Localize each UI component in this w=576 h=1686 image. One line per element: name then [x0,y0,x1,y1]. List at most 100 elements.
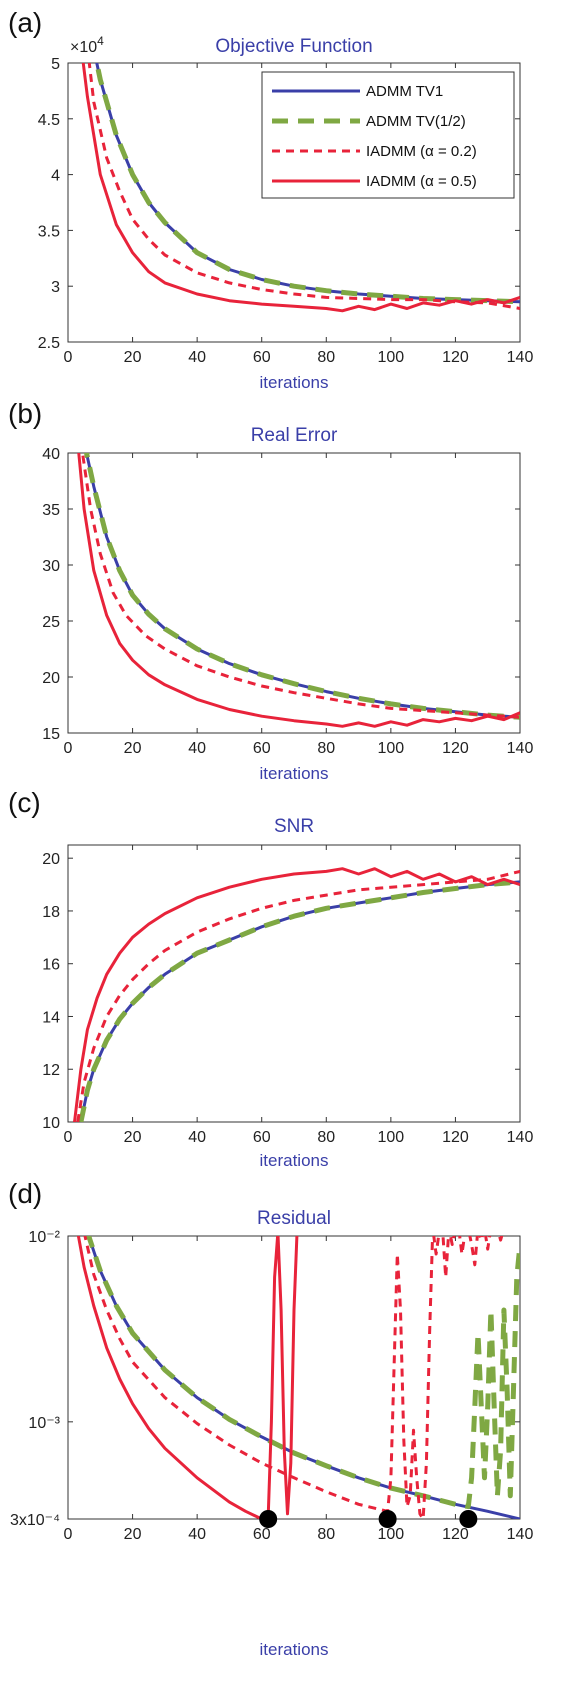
x-tick-label: 140 [507,1526,534,1543]
x-tick-label: 0 [64,349,73,366]
series-line-iadmm_02 [76,869,520,1122]
x-axis-label: iterations [260,373,329,392]
series-line-admm_tv_half [83,453,520,720]
x-tick-label: 80 [317,1129,335,1146]
y-tick-label: 40 [42,446,60,463]
y-tick-label: 20 [42,670,60,687]
series-line-admm_tv_half [86,1236,520,1510]
legend-entry-label: ADMM TV1 [366,83,443,100]
x-tick-label: 120 [442,349,469,366]
panel-label: (a) [8,7,42,38]
x-tick-label: 140 [507,740,534,757]
series-group [77,453,520,728]
legend-entry-label: IADMM (α = 0.2) [366,143,477,160]
x-tick-label: 100 [378,1129,405,1146]
x-tick-label: 40 [188,740,206,757]
legend-entry-label: IADMM (α = 0.5) [366,173,477,190]
panel-2: 0 20 40 60 80 100 120 140 10 12 14 16 18 20 (c) SNR iter… [8,787,533,1170]
x-tick-label: 20 [124,1526,142,1543]
panel-0: 0 20 40 60 80 100 120 140 2.5 3 3.5 4 4.5 5 (a) Objecti… [8,7,533,392]
panel-title: Objective Function [215,36,372,57]
marker-point [259,1510,278,1528]
x-tick-label: 140 [507,1129,534,1146]
x-axis-label: iterations [260,1151,329,1170]
series-group [76,1236,520,1519]
y-tick-label: 15 [42,726,60,743]
legend-box [261,71,515,199]
x-tick-label: 20 [124,740,142,757]
x-tick-label: 60 [253,740,271,757]
series-line-admm_tv1 [87,1236,520,1519]
series-line-iadmm_02 [83,1236,504,1519]
series-line-admm_tv1 [79,880,520,1122]
x-tick-label: 140 [507,349,534,366]
axis-exponent-power: 4 [97,34,104,48]
x-axis-label: iterations [260,1640,329,1659]
x-tick-label: 60 [253,1526,271,1543]
legend-entry-label: ADMM TV(1/2) [366,113,466,130]
panel-label: (c) [8,787,41,818]
x-tick-label: 0 [64,1129,73,1146]
series-group [73,867,520,1122]
axes-box [67,62,521,343]
x-tick-label: 80 [317,740,335,757]
panel-label: (d) [8,1178,42,1209]
x-tick-label: 120 [442,1129,469,1146]
y-tick-label: 14 [42,1009,60,1026]
y-tick-label: 35 [42,502,60,519]
series-line-iadmm_02 [87,63,520,310]
series-line-iadmm_05 [76,1236,299,1519]
x-tick-label: 60 [253,1129,271,1146]
y-tick-label: 3x10⁻⁴ [10,1512,60,1529]
x-tick-label: 80 [317,1526,335,1543]
series-line-iadmm_05 [77,453,520,728]
x-tick-label: 40 [188,1526,206,1543]
y-tick-label: 10⁻² [28,1229,60,1246]
x-tick-label: 20 [124,1129,142,1146]
panel-title: Residual [257,1208,331,1229]
y-tick-label: 5 [51,56,60,73]
y-tick-label: 4.5 [38,112,60,129]
x-tick-label: 100 [378,349,405,366]
y-tick-label: 20 [42,851,60,868]
x-tick-label: 40 [188,349,206,366]
axes-box [67,1235,521,1520]
series-line-iadmm_02 [81,453,520,719]
y-tick-label: 10⁻³ [28,1415,60,1432]
x-axis-label: iterations [260,764,329,783]
x-tick-label: 60 [253,349,271,366]
legend: ADMM TV1 ADMM TV(1/2) IADMM (α = 0.2) IADMM… [261,71,515,199]
axis-exponent: ×104 [70,34,104,56]
axes-box [67,844,521,1123]
x-tick-label: 100 [378,1526,405,1543]
y-tick-label: 3 [51,279,60,296]
series-group [81,63,520,313]
marker-point [378,1510,397,1528]
panel-title: Real Error [251,425,338,446]
y-tick-label: 18 [42,904,60,921]
y-tick-label: 4 [51,168,60,185]
x-tick-label: 20 [124,349,142,366]
y-tick-label: 3.5 [38,223,60,240]
marker-point [459,1510,478,1528]
x-tick-label: 40 [188,1129,206,1146]
y-tick-label: 30 [42,558,60,575]
y-tick-label: 12 [42,1062,60,1079]
x-tick-label: 100 [378,740,405,757]
series-line-admm_tv_half [78,879,520,1122]
axes-box [67,452,521,734]
series-line-iadmm_05 [73,867,520,1122]
x-tick-label: 120 [442,740,469,757]
x-tick-label: 0 [64,740,73,757]
panel-3: 0 20 40 60 80 100 120 140 10⁻² 10⁻³ 3x10⁻⁴ (d) Resid… [8,1178,533,1659]
y-tick-label: 16 [42,957,60,974]
panel-label: (b) [8,398,42,429]
panel-title: SNR [274,816,314,837]
y-tick-label: 10 [42,1115,60,1132]
x-tick-label: 120 [442,1526,469,1543]
x-tick-label: 80 [317,349,335,366]
series-line-iadmm_05 [81,63,520,313]
